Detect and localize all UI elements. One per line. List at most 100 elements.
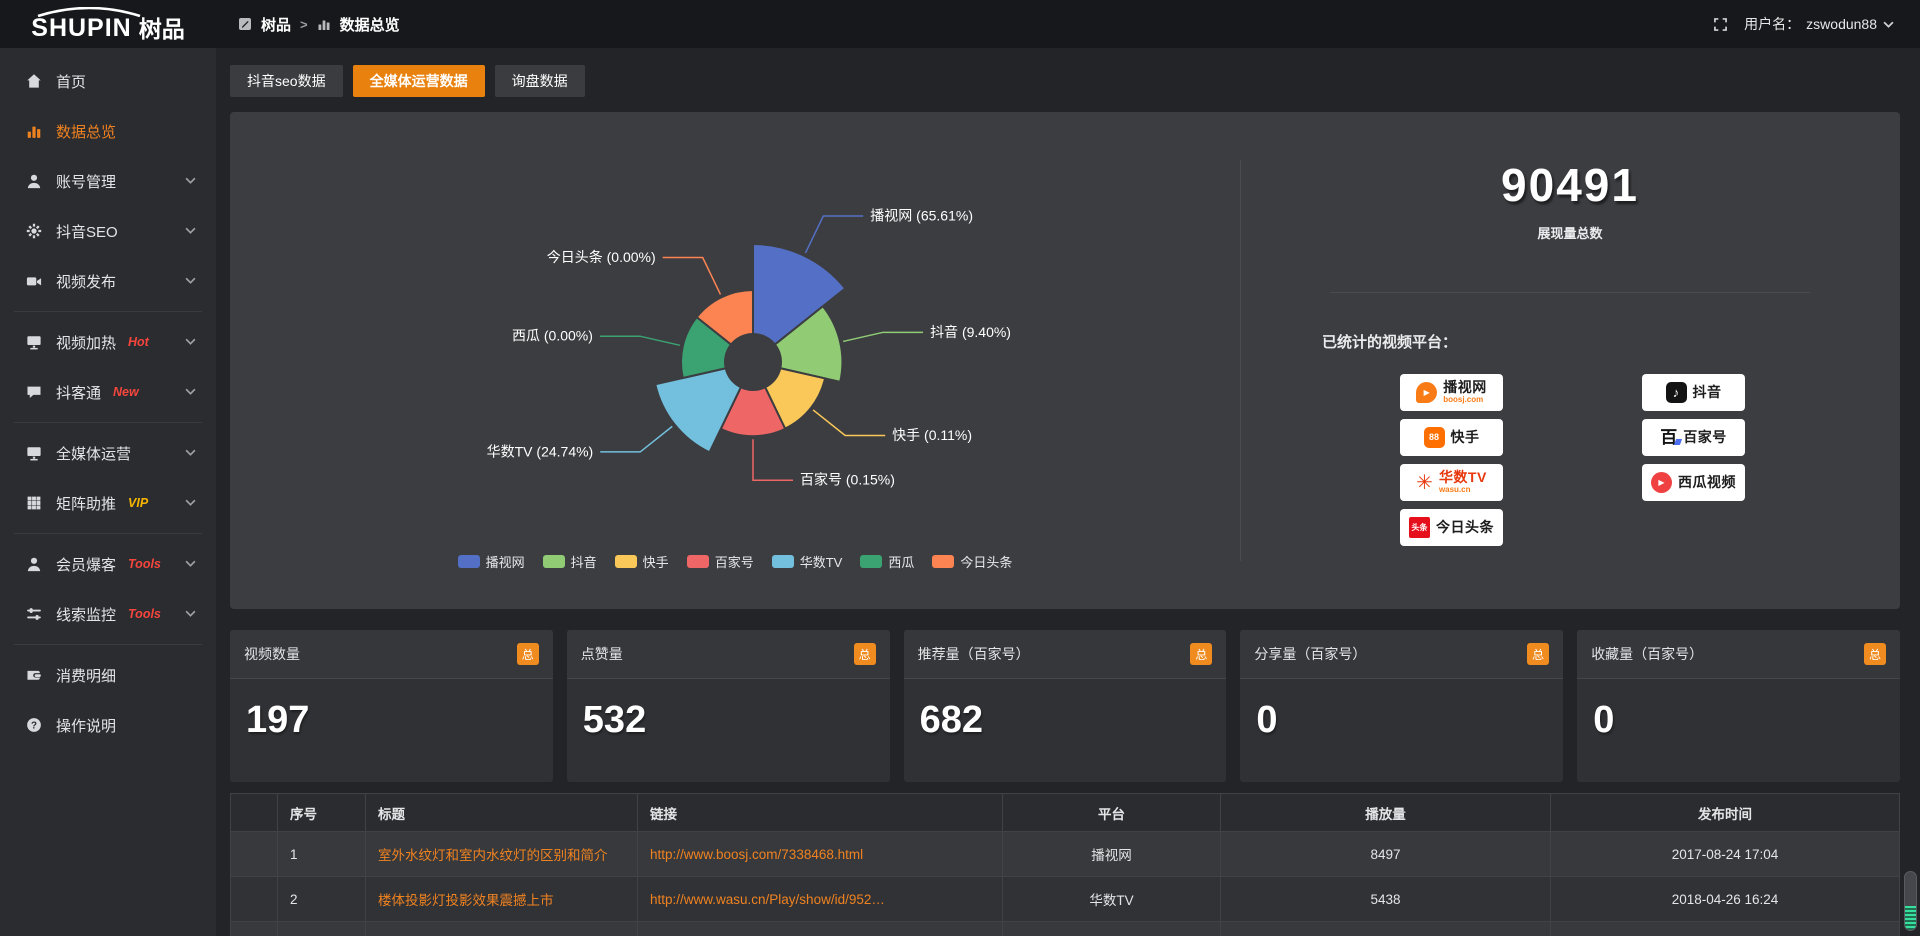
pie-label-3: 百家号 (0.15%)	[800, 472, 895, 488]
pie-label-1: 抖音 (9.40%)	[930, 324, 1011, 340]
stat-total-badge[interactable]: 总	[1527, 643, 1550, 665]
kuaishou-logo-icon: 88	[1423, 427, 1445, 448]
stat-card-header: 推荐量（百家号） 总	[903, 630, 1227, 679]
sidebar-item-tag: VIP	[128, 496, 149, 510]
scrollbar-thumb[interactable]	[1904, 871, 1917, 931]
main-content: 抖音seo数据 全媒体运营数据 询盘数据 播视网 (65.61%) 抖音 (9.40%…	[216, 48, 1920, 936]
col-header-1: 标题	[365, 793, 638, 832]
logo-text-cn: 树品	[138, 15, 185, 42]
platform-badge-wasu: ✳ 华数TV wasu.cn	[1400, 464, 1503, 501]
stat-card-header: 点赞量 总	[566, 630, 890, 679]
legend-item-5[interactable]: 西瓜	[860, 552, 914, 571]
sidebar-item-home[interactable]: 首页	[0, 56, 216, 106]
fullscreen-icon[interactable]	[1713, 17, 1728, 32]
tab-omni-media-data[interactable]: 全媒体运营数据	[352, 65, 485, 97]
col-header-0: 序号	[277, 793, 366, 832]
chevron-down-icon	[1883, 21, 1894, 29]
legend-label: 西瓜	[888, 555, 915, 570]
legend-label: 快手	[642, 555, 669, 570]
stat-total-badge[interactable]: 总	[516, 643, 539, 665]
pie-label-line-0	[804, 215, 864, 254]
video-url-link[interactable]: http://www.wasu.cn/Play/show/id/952…	[650, 891, 885, 907]
sidebar-item-label: 会员爆客	[56, 556, 117, 574]
cell-title: 楼体投影灯投影效果震撼上市	[365, 876, 638, 922]
col-header-5: 发布时间	[1550, 793, 1900, 832]
stat-value: 0	[1593, 699, 1615, 741]
table-row-2: 2 楼体投影灯投影效果震撼上市 http://www.wasu.cn/Play/sh…	[230, 876, 1900, 922]
sidebar-item-consumption-detail[interactable]: 消费明细	[0, 650, 216, 700]
platform-sub: wasu.cn	[1438, 484, 1471, 494]
pie-label-4: 华数TV (24.74%)	[487, 443, 594, 459]
breadcrumb-root[interactable]: 树品	[261, 16, 292, 34]
stat-card-favorite-count: 收藏量（百家号） 总 0	[1577, 630, 1900, 782]
tab-douyin-seo-data[interactable]: 抖音seo数据	[230, 65, 343, 97]
sidebar-item-data-overview[interactable]: 数据总览	[0, 106, 216, 156]
video-url-link[interactable]: http://www.boosj.com/7338468.html	[650, 846, 864, 862]
sidebar-item-video-heating[interactable]: 视频加热 Hot	[0, 317, 216, 367]
topbar-right: 用户名： zswodun88	[1713, 14, 1894, 34]
chevron-down-icon	[185, 177, 196, 185]
pie-slice-0[interactable]	[752, 242, 847, 346]
legend-item-3[interactable]: 百家号	[686, 552, 754, 571]
stat-total-badge[interactable]: 总	[1190, 643, 1213, 665]
legend-item-4[interactable]: 华数TV	[771, 552, 842, 571]
logo-text-en: SHUPIN	[31, 7, 141, 41]
pie-label-line-4	[600, 425, 673, 453]
sidebar-item-member-leads[interactable]: 会员爆客 Tools	[0, 539, 216, 589]
legend-item-1[interactable]: 抖音	[542, 552, 597, 571]
legend-item-6[interactable]: 今日头条	[932, 552, 1012, 571]
monitor-icon	[26, 445, 42, 461]
chevron-down-icon	[185, 227, 196, 235]
user-menu[interactable]: 用户名： zswodun88	[1744, 14, 1894, 34]
sidebar-item-matrix-boost[interactable]: 矩阵助推 VIP	[0, 478, 216, 528]
logo-arc	[37, 7, 141, 17]
chevron-down-icon	[185, 560, 196, 568]
video-title-link[interactable]: 室外水纹灯和室内水纹灯的区别和简介	[378, 848, 608, 863]
sidebar-item-douyin-seo[interactable]: 抖音SEO	[0, 206, 216, 256]
legend-label: 百家号	[714, 555, 754, 570]
sidebar-item-tag: Tools	[128, 557, 161, 571]
col-header-4: 播放量	[1220, 793, 1551, 832]
sidebar-item-label: 抖客通	[56, 384, 102, 402]
sidebar-item-account-management[interactable]: 账号管理	[0, 156, 216, 206]
sidebar-item-douketong[interactable]: 抖客通 New	[0, 367, 216, 417]
sidebar-item-tag: New	[113, 385, 139, 399]
sidebar-item-clue-monitor[interactable]: 线索监控 Tools	[0, 589, 216, 639]
stat-total-badge[interactable]: 总	[853, 643, 876, 665]
row-select-cell	[230, 876, 278, 922]
pie-slice-6[interactable]	[695, 288, 754, 346]
pie-label-2: 快手 (0.11%)	[892, 427, 972, 443]
grid-icon	[26, 495, 42, 511]
pie-label-line-6	[662, 256, 722, 295]
chevron-down-icon	[185, 449, 196, 457]
pie-label-line-5	[599, 335, 681, 347]
pie-slice-1[interactable]	[773, 304, 844, 384]
sidebar-divider	[14, 311, 202, 312]
baijiahao-logo-icon: 百	[1660, 428, 1678, 447]
home-icon	[26, 73, 42, 89]
stat-title: 分享量（百家号）	[1254, 646, 1367, 662]
pie-label-line-1	[842, 331, 924, 343]
sidebar-item-video-publish[interactable]: 视频发布	[0, 256, 216, 306]
platform-sub: boosj.com	[1443, 394, 1484, 404]
cell-link: http://www.boosj.com/7338468.html	[637, 831, 1003, 877]
sidebar-item-omni-media[interactable]: 全媒体运营	[0, 428, 216, 478]
sliders-icon	[26, 606, 42, 622]
stat-total-badge[interactable]: 总	[1863, 643, 1886, 665]
cell-platform: 华数TV	[1002, 876, 1221, 922]
overview-panel: 播视网 (65.61%) 抖音 (9.40%) 快手 (0.11%) 百家号 (0.1…	[230, 112, 1900, 609]
breadcrumb: 树品 > 数据总览	[238, 14, 400, 35]
legend-label: 播视网	[485, 555, 525, 570]
stat-title: 点赞量	[580, 646, 623, 662]
pie-slice-4[interactable]	[654, 367, 743, 454]
chevron-down-icon	[185, 277, 196, 285]
video-title-link[interactable]: 楼体投影灯投影效果震撼上市	[378, 893, 554, 908]
chart-legend: 播视网 抖音 快手 百家号 华数TV 西瓜 今日头条	[230, 552, 1240, 571]
sidebar-item-operation-guide[interactable]: ? 操作说明	[0, 700, 216, 750]
legend-item-0[interactable]: 播视网	[457, 552, 525, 571]
platform-name: 播视网	[1443, 379, 1487, 396]
tab-inquiry-data[interactable]: 询盘数据	[494, 65, 585, 97]
platform-name: 抖音	[1692, 383, 1722, 400]
legend-item-2[interactable]: 快手	[614, 552, 669, 571]
sidebar-item-label: 全媒体运营	[56, 445, 132, 463]
